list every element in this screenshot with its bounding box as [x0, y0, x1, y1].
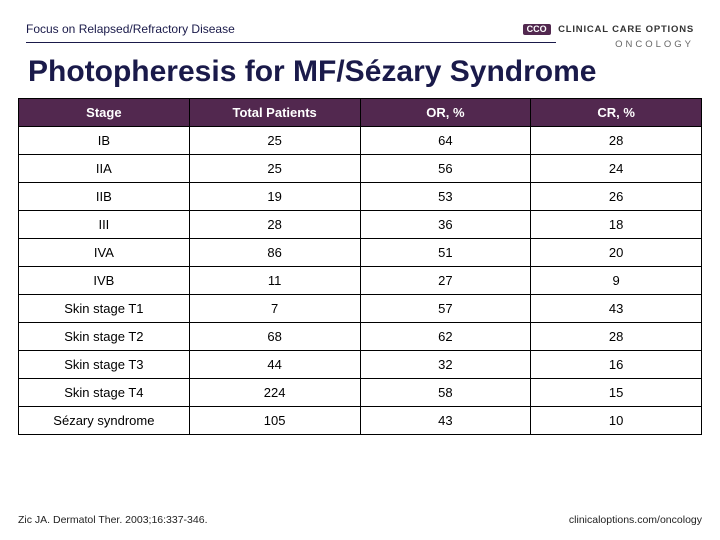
cell: 105: [189, 406, 360, 434]
logo-line2: ONCOLOGY: [523, 40, 694, 50]
cell: 43: [531, 294, 702, 322]
table-row: Skin stage T175743: [19, 294, 702, 322]
cell: IIB: [19, 182, 190, 210]
cell: 7: [189, 294, 360, 322]
cell: 224: [189, 378, 360, 406]
data-table: Stage Total Patients OR, % CR, % IB25642…: [18, 98, 702, 435]
cell: 56: [360, 154, 531, 182]
cell: 28: [531, 126, 702, 154]
cell: 43: [360, 406, 531, 434]
cell: 25: [189, 154, 360, 182]
cell: 68: [189, 322, 360, 350]
cell: 58: [360, 378, 531, 406]
cell: Skin stage T4: [19, 378, 190, 406]
brand-logo: CCO CLINICAL CARE OPTIONS ONCOLOGY: [523, 22, 694, 50]
logo-line1: CLINICAL CARE OPTIONS: [558, 25, 694, 35]
cell: 18: [531, 210, 702, 238]
logo-badge: CCO: [523, 24, 551, 35]
data-table-wrap: Stage Total Patients OR, % CR, % IB25642…: [0, 98, 720, 435]
table-body: IB256428 IIA255624 IIB195326 III283618 I…: [19, 126, 702, 434]
col-or: OR, %: [360, 98, 531, 126]
citation: Zic JA. Dermatol Ther. 2003;16:337-346.: [18, 514, 208, 526]
cell: 36: [360, 210, 531, 238]
cell: 32: [360, 350, 531, 378]
table-row: IIB195326: [19, 182, 702, 210]
cell: 57: [360, 294, 531, 322]
table-row: IVB11279: [19, 266, 702, 294]
table-header-row: Stage Total Patients OR, % CR, %: [19, 98, 702, 126]
footer: Zic JA. Dermatol Ther. 2003;16:337-346. …: [18, 514, 702, 526]
cell: 24: [531, 154, 702, 182]
cell: III: [19, 210, 190, 238]
cell: IVB: [19, 266, 190, 294]
cell: 27: [360, 266, 531, 294]
col-cr: CR, %: [531, 98, 702, 126]
table-row: Skin stage T2686228: [19, 322, 702, 350]
cell: Skin stage T1: [19, 294, 190, 322]
col-total-patients: Total Patients: [189, 98, 360, 126]
cell: 25: [189, 126, 360, 154]
cell: 19: [189, 182, 360, 210]
cell: 51: [360, 238, 531, 266]
cell: 64: [360, 126, 531, 154]
table-row: IVA865120: [19, 238, 702, 266]
cell: 20: [531, 238, 702, 266]
cell: IIA: [19, 154, 190, 182]
cell: 28: [189, 210, 360, 238]
cell: 10: [531, 406, 702, 434]
cell: 16: [531, 350, 702, 378]
table-row: Sézary syndrome1054310: [19, 406, 702, 434]
cell: Skin stage T2: [19, 322, 190, 350]
cell: 28: [531, 322, 702, 350]
cell: 26: [531, 182, 702, 210]
col-stage: Stage: [19, 98, 190, 126]
cell: 62: [360, 322, 531, 350]
cell: 9: [531, 266, 702, 294]
table-row: Skin stage T42245815: [19, 378, 702, 406]
cell: 15: [531, 378, 702, 406]
table-row: Skin stage T3443216: [19, 350, 702, 378]
slide: Focus on Relapsed/Refractory Disease CCO…: [0, 0, 720, 540]
cell: IB: [19, 126, 190, 154]
cell: 11: [189, 266, 360, 294]
table-row: III283618: [19, 210, 702, 238]
cell: Sézary syndrome: [19, 406, 190, 434]
cell: 44: [189, 350, 360, 378]
cell: IVA: [19, 238, 190, 266]
footer-url: clinicaloptions.com/oncology: [569, 514, 702, 526]
cell: Skin stage T3: [19, 350, 190, 378]
page-title: Photopheresis for MF/Sézary Syndrome: [0, 43, 720, 98]
table-row: IB256428: [19, 126, 702, 154]
cell: 86: [189, 238, 360, 266]
cell: 53: [360, 182, 531, 210]
table-row: IIA255624: [19, 154, 702, 182]
